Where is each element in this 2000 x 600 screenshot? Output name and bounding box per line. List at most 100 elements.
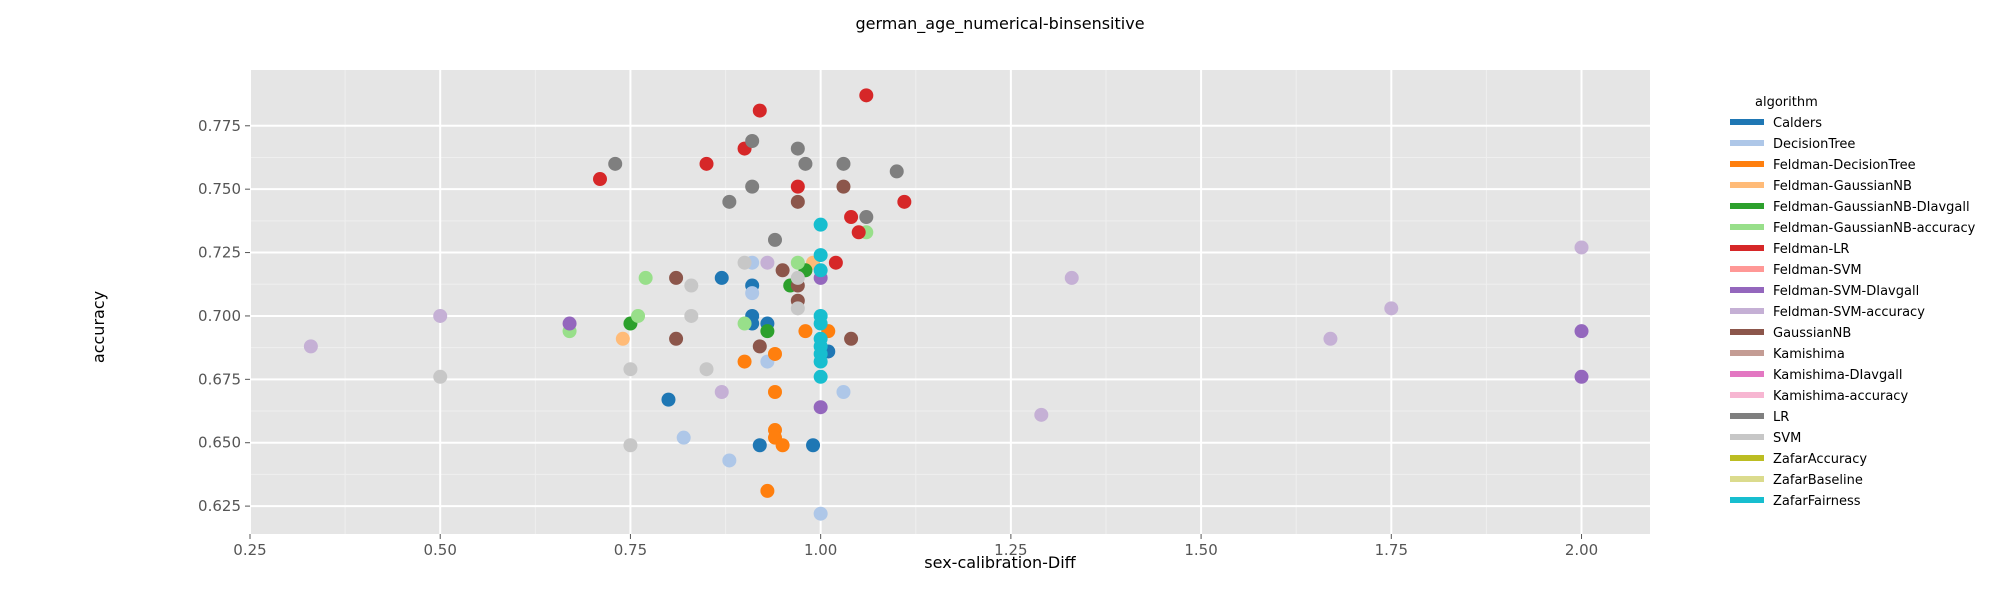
point-feldman-svm-accuracy (1384, 301, 1399, 316)
legend-label-feldman-svm-diavgall: Feldman-SVM-DIavgall (1773, 284, 1919, 299)
point-feldman-lr (593, 172, 607, 187)
point-feldman-gaussiannb-accuracy (631, 308, 646, 323)
point-lr (608, 156, 623, 171)
point-feldman-svm-accuracy (1574, 240, 1589, 255)
point-feldman-svm-accuracy (303, 339, 318, 354)
point-feldman-svm-diavgall (1574, 369, 1589, 384)
point-feldman-decisiontree (760, 483, 775, 498)
point-svm (623, 362, 638, 377)
legend-label-feldman-lr: Feldman-LR (1773, 242, 1849, 257)
legend-label-kamishima: Kamishima (1773, 347, 1845, 362)
point-feldman-decisiontree (737, 354, 752, 369)
y-tick-label: 0.750 (198, 180, 241, 198)
point-decisiontree (813, 506, 828, 521)
point-gaussiannb (836, 179, 851, 194)
point-calders (714, 270, 729, 285)
point-feldman-lr (897, 194, 912, 209)
y-tick-label: 0.625 (198, 497, 241, 515)
point-feldman-svm-accuracy (433, 308, 448, 323)
point-feldman-lr (828, 255, 843, 270)
point-feldman-gaussiannb (615, 331, 630, 346)
point-feldman-svm-accuracy (1323, 331, 1338, 346)
legend: algorithm Calders DecisionTree Feldman-Dec… (1730, 95, 1976, 509)
point-feldman-svm-accuracy (1064, 270, 1079, 285)
point-svm (684, 278, 699, 293)
point-lr (798, 156, 813, 171)
point-decisiontree (836, 385, 851, 400)
legend-swatch-kamishima (1730, 350, 1764, 356)
legend-label-feldman-decisiontree: Feldman-DecisionTree (1773, 158, 1916, 173)
point-zafarfairness (813, 217, 828, 232)
point-lr (768, 232, 782, 247)
point-feldman-lr (699, 156, 714, 171)
legend-swatch-feldman-svm-diavgall (1730, 287, 1764, 293)
y-tick-label: 0.675 (198, 370, 241, 388)
point-lr (722, 194, 737, 209)
point-gaussiannb (775, 263, 790, 278)
x-tick-label: 0.25 (233, 541, 266, 559)
y-tick-label: 0.650 (198, 434, 241, 452)
legend-label-zafarbaseline: ZafarBaseline (1773, 473, 1863, 488)
point-svm (684, 308, 699, 323)
legend-swatch-feldman-lr (1730, 245, 1764, 251)
point-feldman-decisiontree (768, 346, 782, 361)
legend-label-feldman-gaussiannb-diavgall: Feldman-GaussianNB-DIavgall (1773, 200, 1970, 215)
x-tick-label: 1.25 (994, 541, 1027, 559)
legend-label-decisiontree: DecisionTree (1773, 137, 1855, 152)
point-gaussiannb (844, 331, 859, 346)
point-svm (623, 438, 638, 453)
point-svm (790, 270, 805, 285)
point-feldman-lr (790, 179, 805, 194)
legend-swatch-kamishima-accuracy (1730, 392, 1764, 398)
point-feldman-svm-accuracy (1034, 407, 1049, 422)
legend-label-svm: SVM (1773, 431, 1801, 446)
legend-swatch-zafaraccuracy (1730, 455, 1764, 461)
plot-background (250, 70, 1650, 534)
grid (249, 70, 1650, 534)
point-zafarfairness (813, 248, 828, 263)
point-feldman-gaussiannb-accuracy (737, 316, 752, 331)
point-decisiontree (745, 286, 760, 301)
legend-label-kamishima-accuracy: Kamishima-accuracy (1773, 389, 1908, 404)
legend-swatch-kamishima-diavgall (1730, 371, 1764, 377)
point-lr (745, 133, 760, 148)
point-zafarfairness (813, 369, 828, 384)
point-svm (790, 301, 805, 316)
point-calders (752, 438, 767, 453)
legend-swatch-zafarbaseline (1730, 476, 1764, 482)
point-calders (661, 392, 676, 407)
chart-title: german_age_numerical-binsensitive (855, 14, 1144, 34)
legend-label-kamishima-diavgall: Kamishima-DIavgall (1773, 368, 1902, 383)
legend-swatch-feldman-gaussiannb (1730, 182, 1764, 188)
legend-label-gaussiannb: GaussianNB (1773, 326, 1851, 341)
legend-label-feldman-svm-accuracy: Feldman-SVM-accuracy (1773, 305, 1925, 320)
legend-swatch-lr (1730, 413, 1764, 419)
legend-swatch-feldman-gaussiannb-accuracy (1730, 224, 1764, 230)
y-tick-label: 0.725 (198, 244, 241, 262)
point-feldman-decisiontree (775, 438, 790, 453)
point-feldman-svm-diavgall (813, 400, 828, 415)
point-gaussiannb (669, 270, 684, 285)
point-feldman-decisiontree (798, 324, 813, 339)
legend-swatch-feldman-svm-accuracy (1730, 308, 1764, 314)
legend-label-feldman-gaussiannb: Feldman-GaussianNB (1773, 179, 1912, 194)
legend-swatch-gaussiannb (1730, 329, 1764, 335)
point-svm (699, 362, 714, 377)
legend-swatch-calders (1730, 119, 1764, 125)
point-zafarfairness (813, 354, 828, 369)
point-svm (737, 255, 752, 270)
point-feldman-lr (844, 210, 859, 225)
point-feldman-gaussiannb-accuracy (790, 255, 805, 270)
point-lr (745, 179, 760, 194)
legend-label-zafarfairness: ZafarFairness (1773, 494, 1861, 509)
legend-swatch-decisiontree (1730, 140, 1764, 146)
x-tick-label: 2.00 (1565, 541, 1598, 559)
legend-label-zafaraccuracy: ZafarAccuracy (1773, 452, 1867, 467)
point-feldman-lr (859, 88, 874, 103)
point-lr (889, 164, 904, 179)
x-axis-label: sex-calibration-Diff (924, 553, 1076, 572)
point-decisiontree (722, 453, 737, 468)
point-feldman-svm-diavgall (1574, 324, 1589, 339)
legend-label-lr: LR (1773, 410, 1789, 425)
point-zafarfairness (813, 263, 828, 278)
